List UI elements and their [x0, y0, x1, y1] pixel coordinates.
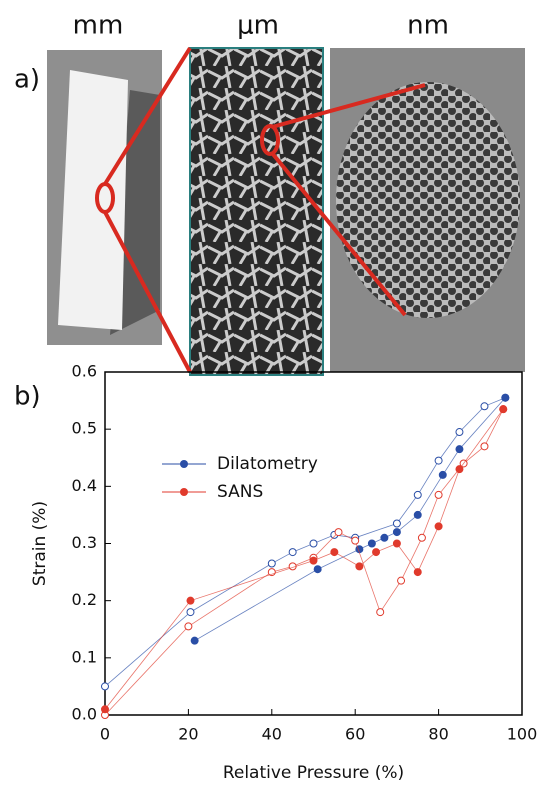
point [367, 539, 376, 548]
scale-label: nm [407, 11, 449, 41]
legend-marker [180, 460, 188, 468]
y-tick-label: 0.4 [72, 476, 97, 495]
point [392, 539, 401, 548]
open-point [480, 402, 489, 411]
point [501, 393, 510, 402]
x-tick-label: 80 [428, 725, 448, 744]
scale-label: μm [237, 11, 279, 41]
x-tick-label: 60 [345, 725, 365, 744]
open-point [397, 576, 406, 585]
open-point [351, 536, 360, 545]
series-line [104, 397, 506, 687]
y-tick-label: 0.3 [72, 533, 97, 552]
open-point [288, 548, 297, 557]
y-tick-label: 0.2 [72, 590, 97, 609]
open-point [376, 608, 385, 617]
open-point [434, 456, 443, 465]
point [499, 405, 508, 414]
pore-array [336, 82, 520, 318]
open-point [480, 442, 489, 451]
point [392, 528, 401, 537]
open-point [101, 682, 109, 691]
y-axis-label: Strain (%) [30, 501, 50, 586]
point [380, 533, 389, 542]
point [309, 556, 318, 565]
open-point [455, 428, 464, 437]
panel-label: b) [14, 382, 41, 412]
y-tick-label: 0.6 [72, 362, 97, 381]
panel-label: a) [14, 65, 40, 95]
point [355, 562, 364, 571]
x-tick-label: 20 [178, 725, 198, 744]
point [438, 470, 447, 479]
series-line [194, 397, 506, 642]
x-tick-label: 100 [507, 725, 538, 744]
legend-marker [180, 488, 188, 496]
x-tick-label: 40 [262, 725, 282, 744]
y-tick-label: 0.1 [72, 647, 97, 666]
open-point [184, 622, 193, 631]
legend-label: SANS [217, 482, 263, 502]
point [455, 445, 464, 454]
point [413, 510, 422, 519]
legend-label: Dilatometry [217, 454, 318, 474]
sem-image [189, 47, 324, 376]
cylinder [58, 70, 128, 330]
open-point [186, 608, 195, 617]
open-point [334, 528, 343, 537]
point [455, 465, 464, 474]
point [313, 565, 322, 574]
y-tick-label: 0.0 [72, 705, 97, 724]
open-point [413, 490, 422, 499]
open-point [392, 519, 401, 528]
point [434, 522, 443, 531]
open-point [417, 533, 426, 542]
point [186, 596, 195, 605]
y-tick-label: 0.5 [72, 419, 97, 438]
x-tick-label: 0 [100, 725, 110, 744]
point [330, 548, 339, 557]
x-axis-label: Relative Pressure (%) [223, 763, 404, 783]
point [101, 705, 109, 714]
open-point [434, 490, 443, 499]
scale-label: mm [73, 11, 124, 41]
open-point [309, 539, 318, 548]
zoom-lines [95, 46, 426, 373]
open-point [267, 559, 276, 568]
point [190, 636, 199, 645]
point [372, 548, 381, 557]
point [413, 568, 422, 577]
